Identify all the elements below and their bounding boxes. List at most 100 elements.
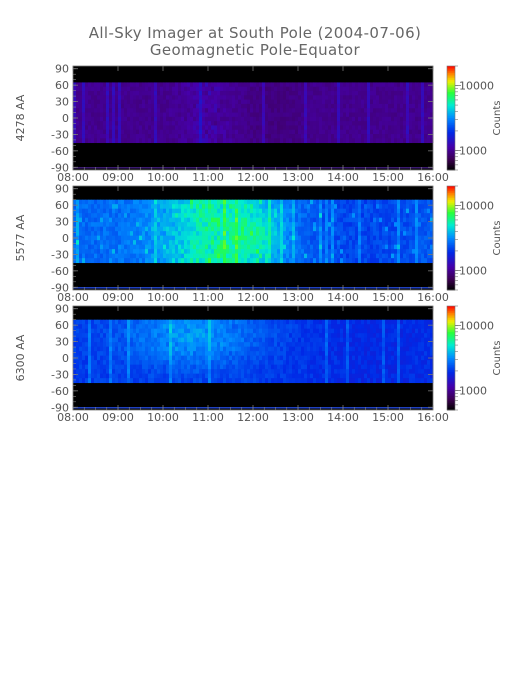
heatmap-cell (124, 112, 128, 118)
colorbar-segment (447, 210, 455, 213)
heatmap-cell (196, 328, 200, 334)
colorbar-segment (447, 248, 455, 251)
heatmap-cell (244, 138, 248, 144)
heatmap-cell (226, 86, 230, 92)
heatmap-cell (295, 337, 299, 343)
heatmap-cell (283, 328, 287, 334)
heatmap-cell (109, 249, 113, 255)
heatmap-cell (94, 103, 98, 109)
heatmap-cell (385, 86, 389, 92)
heatmap-cell (220, 244, 224, 250)
heatmap-cell (265, 235, 269, 241)
heatmap-cell (280, 129, 284, 135)
heatmap-cell (196, 351, 200, 357)
heatmap-cell (355, 121, 359, 126)
heatmap-cell (301, 138, 305, 144)
heatmap-cell (268, 134, 272, 139)
heatmap-cell (118, 95, 122, 101)
colorbar-segment (447, 279, 455, 282)
heatmap-cell (322, 82, 326, 88)
heatmap-cell (223, 103, 227, 109)
heatmap-cell (313, 95, 317, 101)
heatmap-cell (229, 217, 233, 223)
heatmap-cell (385, 231, 389, 237)
heatmap-cell (196, 244, 200, 250)
heatmap-cell (277, 121, 281, 126)
heatmap-cell (211, 108, 215, 113)
heatmap-cell (337, 116, 341, 122)
heatmap-cell (379, 240, 383, 246)
heatmap-cell (328, 258, 332, 264)
heatmap-cell (76, 86, 80, 92)
heatmap-cell (151, 337, 155, 343)
heatmap-cell (364, 213, 368, 219)
colorbar-segment (447, 109, 455, 112)
heatmap-cell (88, 360, 92, 366)
heatmap-cell (229, 103, 233, 109)
heatmap-cell (151, 378, 155, 384)
heatmap-cell (286, 213, 290, 219)
heatmap-cell (397, 99, 401, 105)
heatmap-cell (166, 231, 170, 237)
heatmap-cell (88, 226, 92, 232)
heatmap-cell (151, 103, 155, 109)
heatmap-cell (94, 258, 98, 264)
heatmap-cell (184, 240, 188, 246)
heatmap-cell (157, 231, 161, 237)
heatmap-cell (94, 342, 98, 348)
heatmap-cell (253, 337, 257, 343)
heatmap-cell (103, 337, 107, 343)
heatmap-cell (223, 235, 227, 241)
heatmap-cell (340, 333, 344, 339)
heatmap-cell (169, 346, 173, 352)
heatmap-cell (331, 138, 335, 144)
heatmap-cell (178, 138, 182, 144)
heatmap-cell (115, 116, 119, 122)
heatmap-cell (115, 240, 119, 246)
y-tick-label: 0 (62, 232, 69, 245)
heatmap-cell (106, 369, 110, 375)
heatmap-cell (193, 82, 197, 88)
heatmap-cell (430, 125, 434, 131)
heatmap-cell (223, 249, 227, 255)
heatmap-cell (235, 226, 239, 232)
heatmap-cell (379, 138, 383, 144)
heatmap-cell (79, 333, 83, 339)
heatmap-cell (277, 134, 281, 139)
colorbar-segment (447, 194, 455, 197)
heatmap-cell (316, 360, 320, 366)
heatmap-cell (367, 244, 371, 250)
heatmap-cell (184, 342, 188, 348)
heatmap-cell (325, 86, 329, 92)
heatmap-cell (319, 199, 323, 205)
heatmap-cell (112, 378, 116, 384)
heatmap-cell (337, 360, 341, 366)
heatmap-cell (277, 324, 281, 330)
heatmap-cell (382, 204, 386, 210)
heatmap-cell (157, 364, 161, 370)
heatmap-cell (298, 240, 302, 246)
heatmap-cell (283, 240, 287, 246)
heatmap-cell (85, 108, 89, 113)
heatmap-cell (205, 333, 209, 339)
y-tick-label: 30 (55, 216, 69, 229)
heatmap-cell (298, 103, 302, 109)
heatmap-cell (307, 112, 311, 118)
heatmap-cell (379, 82, 383, 88)
heatmap-cell (286, 108, 290, 113)
heatmap-cell (232, 258, 236, 264)
heatmap-cell (157, 351, 161, 357)
heatmap-cell (190, 373, 194, 379)
heatmap-cell (352, 134, 356, 139)
heatmap-cell (112, 95, 116, 101)
heatmap-cell (154, 82, 158, 88)
heatmap-cell (343, 103, 347, 109)
heatmap-cell (409, 240, 413, 246)
heatmap-cell (301, 249, 305, 255)
heatmap-cell (421, 82, 425, 88)
heatmap-cell (202, 355, 206, 361)
heatmap-cell (112, 213, 116, 219)
heatmap-cell (394, 208, 398, 214)
heatmap-cell (256, 231, 260, 237)
heatmap-cell (208, 249, 212, 255)
